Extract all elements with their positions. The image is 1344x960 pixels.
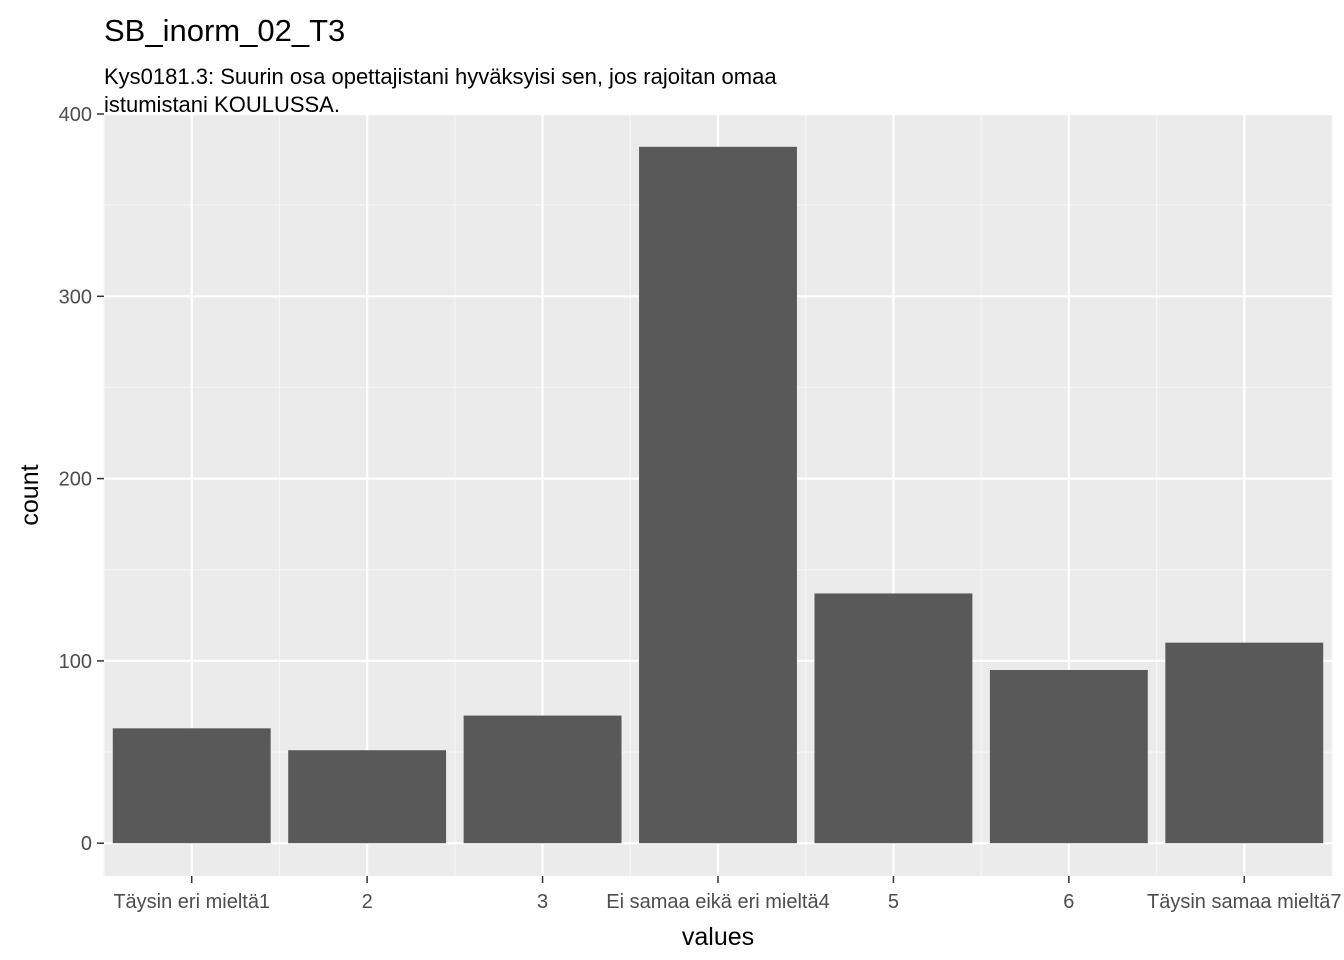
- y-tick-label: 0: [81, 833, 92, 855]
- x-tick-label: 5: [888, 891, 899, 913]
- x-tick-label: 2: [362, 891, 373, 913]
- y-tick-label: 300: [59, 286, 92, 308]
- chart-subtitle-line-2: istumistani KOULUSSA.: [104, 92, 340, 117]
- x-tick-label: Täysin eri mieltä1: [113, 891, 270, 913]
- x-tick-label: Täysin samaa mieltä7: [1147, 891, 1342, 913]
- chart-subtitle-line-1: Kys0181.3: Suurin osa opettajistani hyvä…: [104, 64, 777, 89]
- x-tick-label: 3: [537, 891, 548, 913]
- y-tick-label: 200: [59, 469, 92, 491]
- x-tick-label: Ei samaa eikä eri mieltä4: [606, 891, 829, 913]
- y-tick-label: 100: [59, 651, 92, 673]
- bars: [112, 146, 1324, 844]
- bar: [288, 750, 447, 844]
- chart-title: SB_inorm_02_T3: [104, 13, 345, 48]
- bar: [639, 146, 797, 844]
- x-axis: Täysin eri mieltä1 2 3 Ei samaa eikä eri mi…: [113, 876, 1342, 913]
- bar: [463, 715, 622, 844]
- x-tick-label: 6: [1063, 891, 1074, 913]
- bar: [814, 593, 973, 844]
- x-axis-title: values: [682, 923, 754, 951]
- y-axis-title: count: [16, 464, 44, 525]
- bar: [989, 670, 1148, 844]
- bar: [112, 728, 271, 844]
- y-tick-label: 400: [59, 104, 92, 126]
- bar: [1165, 642, 1324, 844]
- y-axis: 0 100 200 300 400: [59, 104, 104, 855]
